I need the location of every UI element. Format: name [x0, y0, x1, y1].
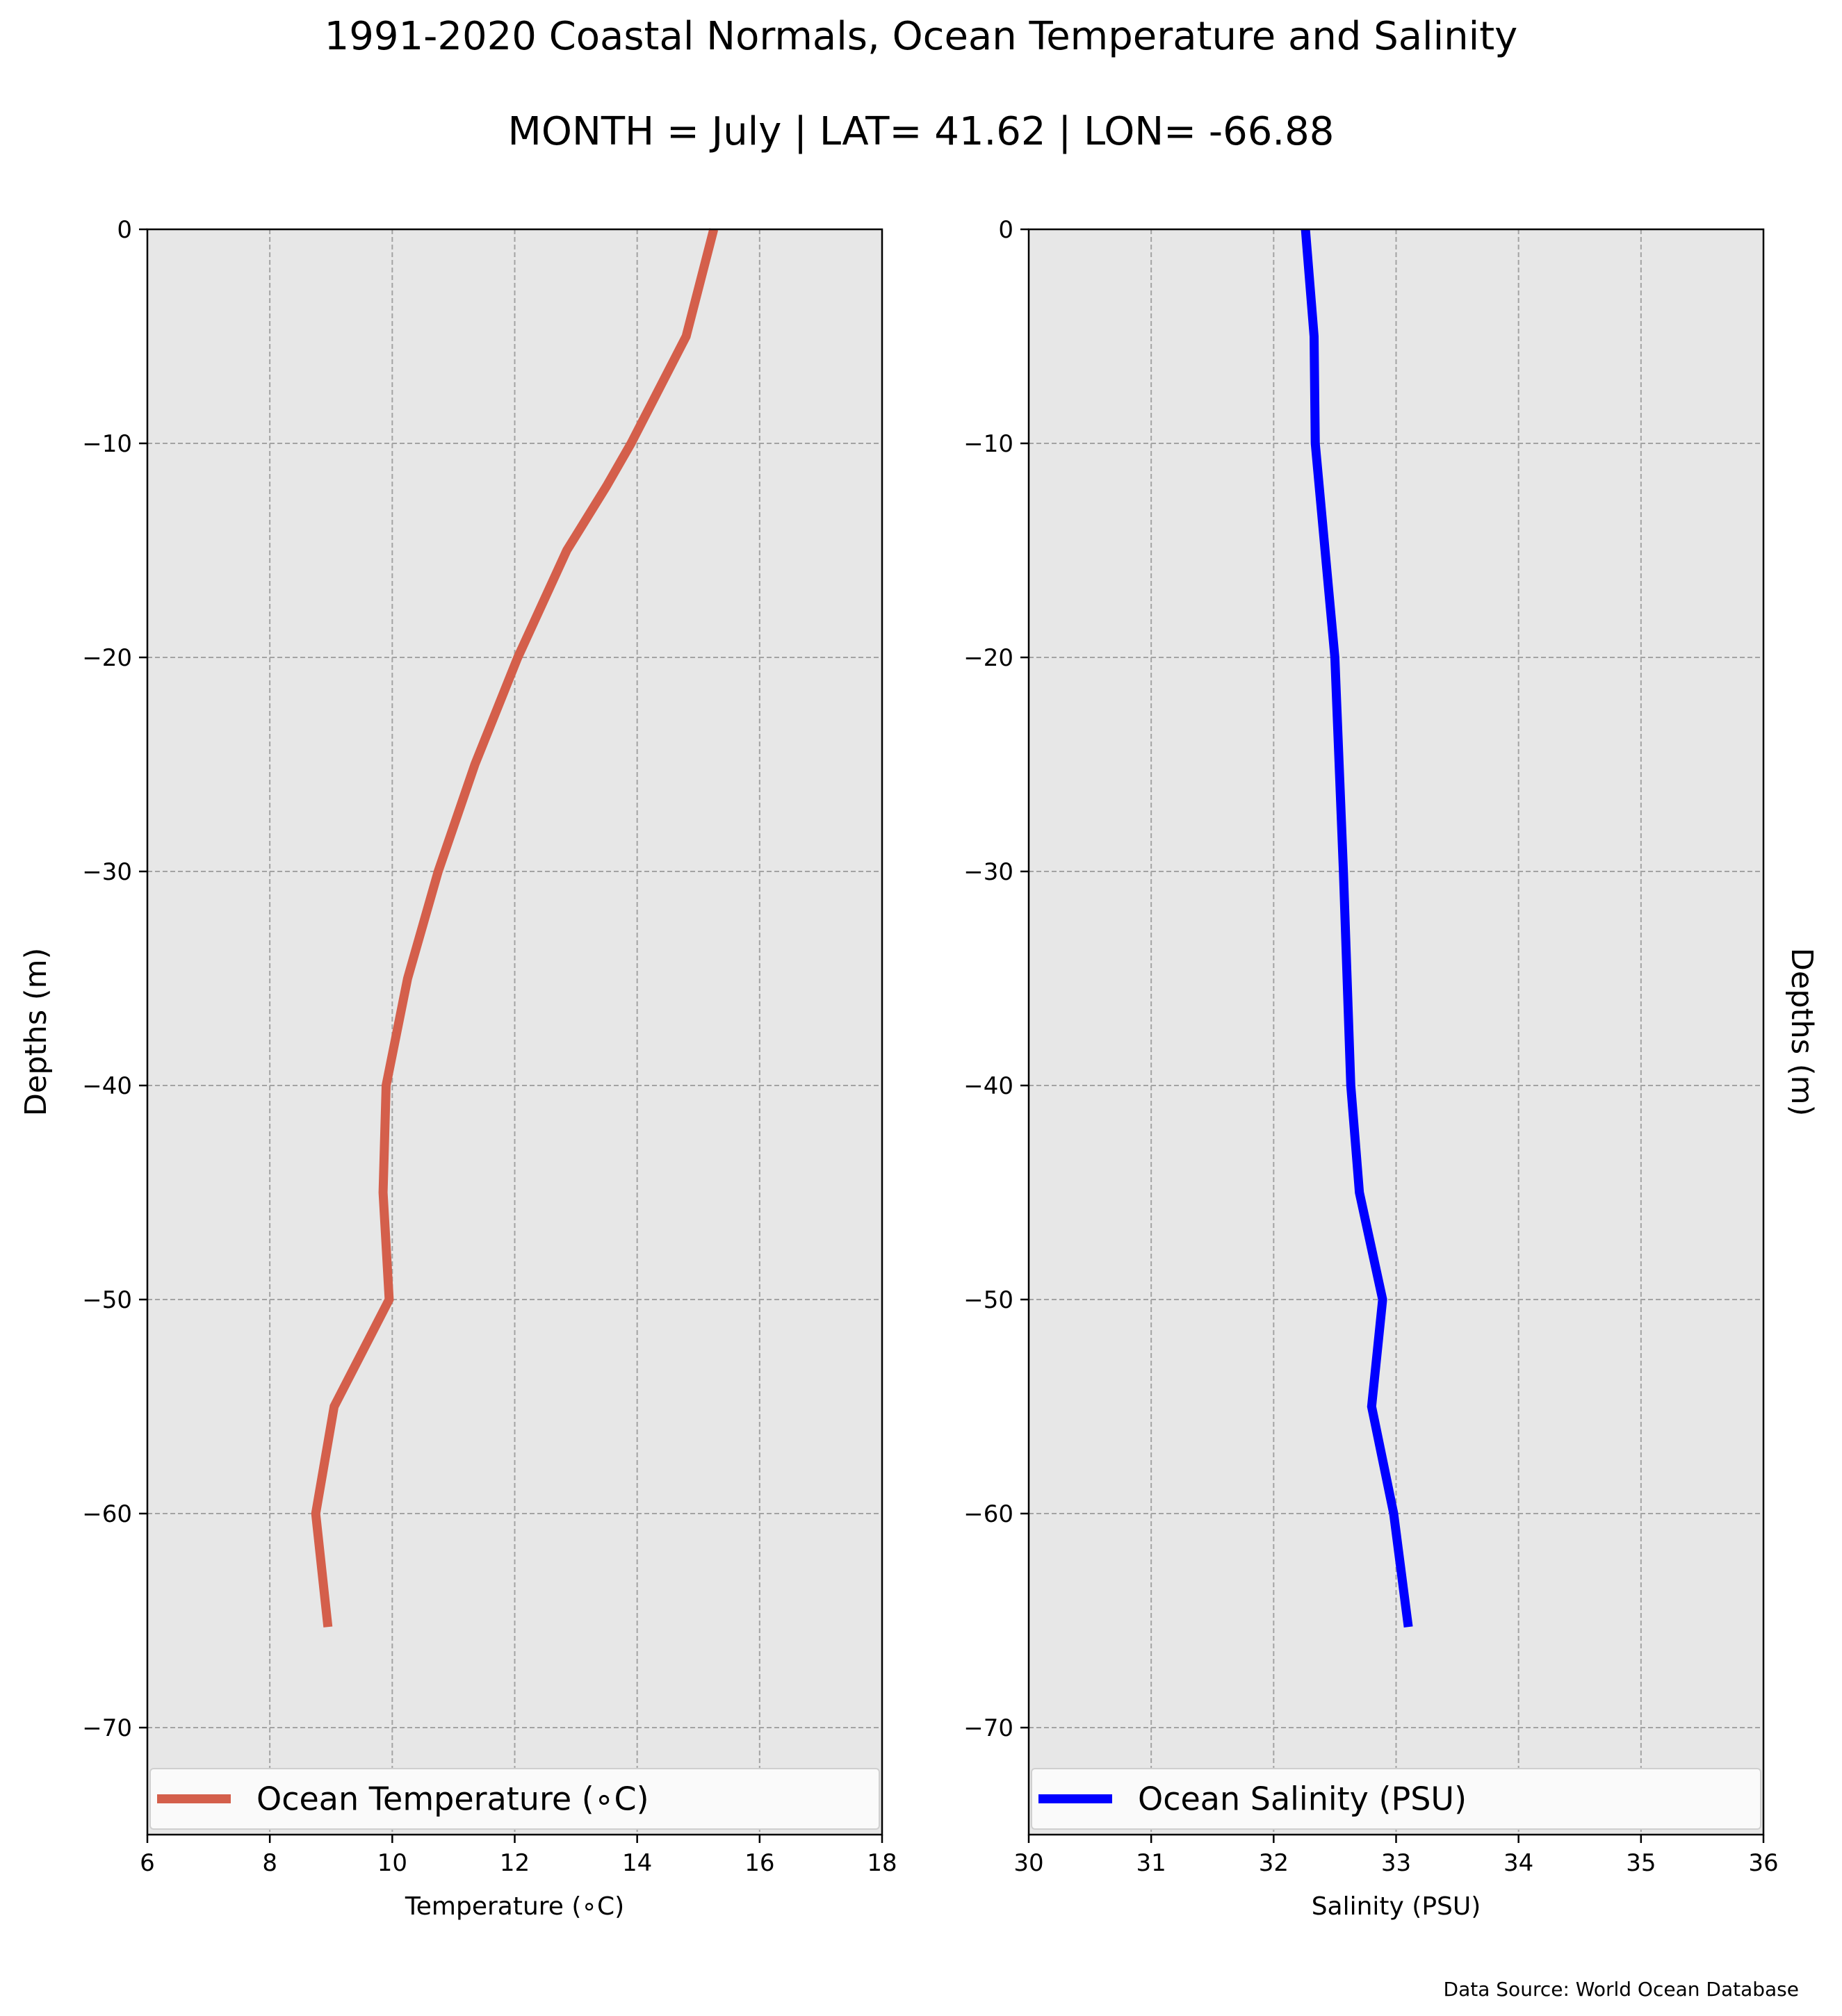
x-tick-label: 32 — [1259, 1849, 1289, 1877]
series-line-0-0 — [311, 228, 719, 1628]
x-tick-label: 34 — [1503, 1849, 1533, 1877]
y-tick-label: −10 — [963, 430, 1013, 458]
legend-label-1: Ocean Salinity (PSU) — [1138, 1780, 1467, 1818]
y-tick-label: −60 — [963, 1500, 1013, 1528]
y-tick-label: −20 — [82, 644, 132, 672]
x-tick-label: 16 — [744, 1849, 774, 1877]
x-tick-label: 36 — [1748, 1849, 1778, 1877]
y-tick-label: −10 — [82, 430, 132, 458]
x-tick-label: 14 — [622, 1849, 652, 1877]
y-axis-label-0: Depths (m) — [19, 948, 54, 1116]
y-tick-label: 0 — [117, 216, 132, 244]
x-axis-label-1: Salinity (PSU) — [1312, 1892, 1481, 1921]
legend-box-0 — [149, 1768, 880, 1830]
y-tick-label: −70 — [82, 1714, 132, 1742]
y-tick-label: −50 — [82, 1286, 132, 1314]
y-tick-label: −60 — [82, 1500, 132, 1528]
x-axis-label-0: Temperature (∘C) — [405, 1892, 624, 1921]
x-tick-label: 10 — [377, 1849, 407, 1877]
x-tick-label: 6 — [140, 1849, 155, 1877]
legend-label-0: Ocean Temperature (∘C) — [256, 1780, 649, 1818]
chart-subtitle: MONTH = July | LAT= 41.62 | LON= -66.88 — [507, 109, 1335, 154]
x-tick-label: 12 — [500, 1849, 530, 1877]
y-axis-label-1: Depths (m) — [1784, 948, 1819, 1116]
chart-title: 1991-2020 Coastal Normals, Ocean Tempera… — [324, 14, 1518, 59]
source-note: Data Source: World Ocean Database — [1444, 1978, 1799, 2001]
legend-box-1 — [1031, 1768, 1761, 1830]
x-tick-label: 8 — [262, 1849, 277, 1877]
y-tick-label: −30 — [82, 858, 132, 886]
x-tick-label: 30 — [1013, 1849, 1043, 1877]
x-tick-label: 18 — [867, 1849, 897, 1877]
y-tick-label: −40 — [82, 1072, 132, 1100]
y-tick-label: −40 — [963, 1072, 1013, 1100]
x-tick-label: 35 — [1626, 1849, 1656, 1877]
y-tick-label: −30 — [963, 858, 1013, 886]
series-line-1-0 — [1301, 229, 1413, 1628]
x-tick-label: 33 — [1381, 1849, 1411, 1877]
x-tick-label: 31 — [1136, 1849, 1166, 1877]
y-tick-label: −50 — [963, 1286, 1013, 1314]
y-tick-label: −20 — [963, 644, 1013, 672]
y-tick-label: 0 — [998, 216, 1013, 244]
y-tick-label: −70 — [963, 1714, 1013, 1742]
